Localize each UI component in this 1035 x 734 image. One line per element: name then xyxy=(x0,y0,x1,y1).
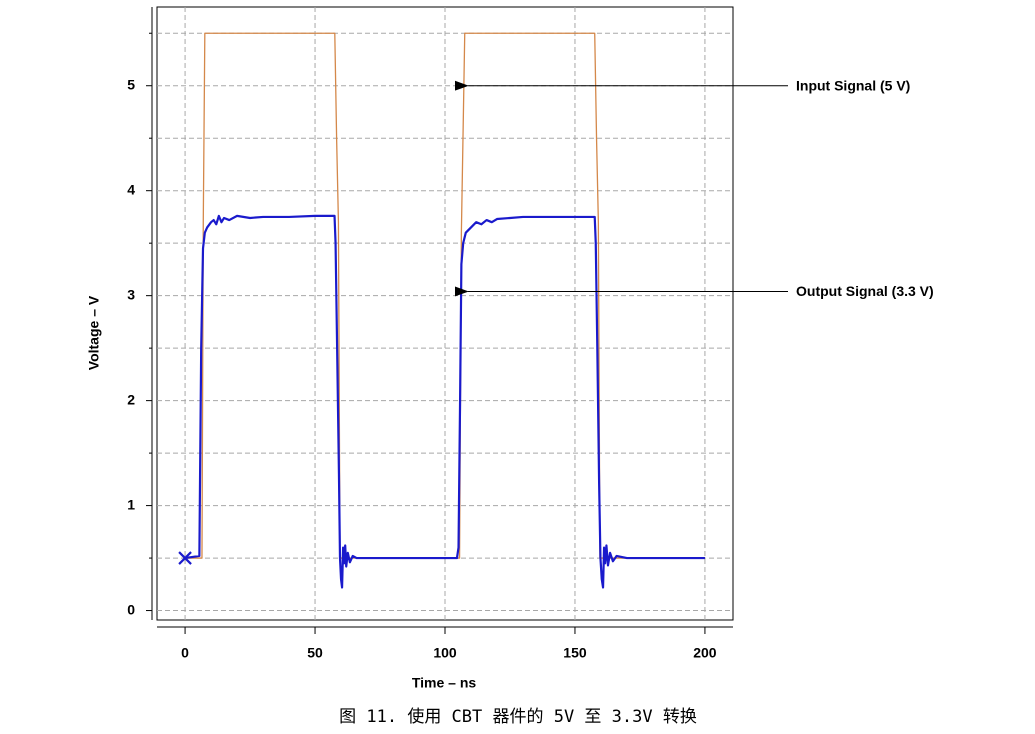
y-tick-label: 4 xyxy=(127,181,135,197)
y-tick-label: 3 xyxy=(127,286,135,302)
caption: 图 11. 使用 CBT 器件的 5V 至 3.3V 转换 xyxy=(339,706,697,727)
annotation-label: Output Signal (3.3 V) xyxy=(796,283,934,299)
y-tick-label: 0 xyxy=(127,601,135,617)
y-tick-label: 5 xyxy=(127,76,135,92)
x-tick-label: 150 xyxy=(563,645,587,661)
x-tick-label: 50 xyxy=(307,645,323,661)
annotation-label: Input Signal (5 V) xyxy=(796,77,910,93)
y-axis-label: Voltage – V xyxy=(86,295,102,370)
y-tick-label: 2 xyxy=(127,391,135,407)
y-tick-label: 1 xyxy=(127,496,135,512)
x-axis-label: Time – ns xyxy=(412,675,477,691)
start-marker xyxy=(178,551,192,565)
series-line xyxy=(184,214,705,589)
x-tick-label: 0 xyxy=(181,645,189,661)
x-tick-label: 100 xyxy=(433,645,457,661)
x-tick-label: 200 xyxy=(693,645,717,661)
